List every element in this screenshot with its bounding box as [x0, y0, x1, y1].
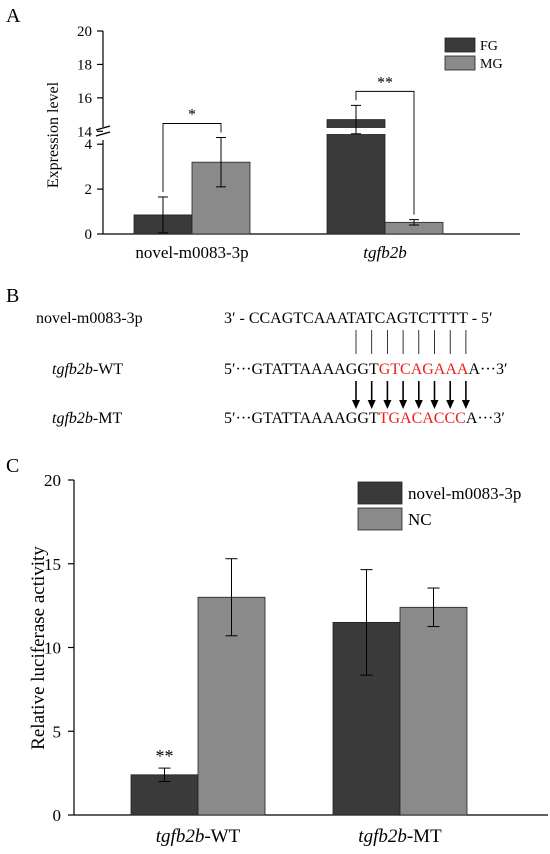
panel-b-pairing-lines — [355, 330, 467, 354]
panel-b-row-label-mt: tgfb2b-MT — [52, 410, 122, 427]
panel-b-wt-seq-prefix: 5′···GTATTAAAAGGT — [224, 361, 379, 378]
panel-c-significance-label: ** — [156, 746, 174, 766]
panel-b-wt-label-rest: -WT — [93, 361, 123, 378]
panel-a-y-tick-label: 20 — [77, 24, 92, 40]
panel-a-significance-label: * — [188, 106, 196, 123]
panel-c-y-axis-label: Relative luciferase activity — [28, 546, 49, 750]
panel-b-sequence-alignment: novel-m0083-3p 3′ - CCAGTCAAATATCAGTCTTT… — [36, 310, 508, 427]
panel-a-x-tick-label: novel-m0083-3p — [135, 243, 248, 262]
panel-a-significance-label: ** — [377, 74, 393, 91]
panel-b-mt-seq-prefix: 5′···GTATTAAAAGGT — [224, 410, 379, 427]
panel-a-legend-label: MG — [480, 57, 503, 72]
panel-a-significance-bracket — [162, 123, 222, 192]
panel-a-axis-break-mark — [95, 131, 111, 137]
panel-b-mutation-arrows — [352, 381, 470, 409]
panel-b-wt-seed-site: GTCAGAAA — [379, 361, 469, 378]
panel-b-mutation-arrow-head — [446, 400, 455, 409]
panel-c-y-tick-label: 20 — [44, 471, 61, 490]
panel-a-significance-bracket — [355, 90, 415, 215]
panel-a-y-tick-label: 16 — [77, 91, 93, 107]
panel-c-x-tick-label: tgfb2b-WT — [156, 826, 241, 847]
panel-b-mirna-sequence: 3′ - CCAGTCAAATATCAGTCTTTT - 5′ — [224, 310, 493, 327]
panel-a-y-tick-label: 2 — [85, 182, 93, 198]
panel-a-legend-label: FG — [480, 39, 498, 54]
panel-a-legend-swatch — [444, 37, 476, 53]
panel-c-y-tick-label: 5 — [53, 722, 62, 741]
panel-b-row-label-mirna: novel-m0083-3p — [36, 310, 143, 327]
panel-b-mt-label-rest: -MT — [93, 410, 123, 427]
panel-a-axis-break-mark — [95, 125, 111, 131]
panel-b-mutation-arrow-head — [383, 400, 392, 409]
panel-a-x-tick-label: tgfb2b — [363, 243, 406, 262]
panel-c-y-tick-label: 10 — [44, 639, 61, 658]
panel-b-mt-mutant-site: TGACACCC — [379, 410, 466, 427]
panel-c-chart: Relative luciferase activity 0 5 10 15 20 ** t… — [28, 471, 548, 847]
panel-c-letter: C — [6, 455, 19, 477]
panel-a-bar — [326, 119, 386, 235]
panel-a-y-tick-label: 18 — [77, 57, 92, 73]
panel-a-y-tick-label: 0 — [85, 227, 93, 243]
panel-c-y-tick-label: 15 — [44, 555, 61, 574]
panel-b-mt-seq-suffix: A···3′ — [466, 410, 505, 427]
panel-c-legend-label: novel-m0083-3p — [408, 484, 521, 503]
panel-b-mutation-arrow-head — [414, 400, 423, 409]
panel-b-mutation-arrow-head — [352, 400, 360, 409]
panel-b-mutation-arrow-head — [399, 400, 408, 409]
panel-c-legend-swatch — [357, 507, 403, 531]
panel-b-letter: B — [6, 285, 19, 307]
panel-c-y-tick-label: 0 — [53, 806, 62, 825]
panel-a-y-tick-label: 4 — [85, 137, 93, 153]
panel-c-bar — [399, 606, 468, 816]
panel-a-legend-swatch — [444, 55, 476, 71]
panel-b-mutation-arrow-head — [430, 400, 439, 409]
panel-c-legend-label: NC — [408, 510, 432, 529]
panel-b-wt-label-italic: tgfb2b — [52, 361, 93, 378]
panel-b-row-label-wt: tgfb2b-WT — [52, 361, 123, 378]
panel-b-mt-sequence: 5′···GTATTAAAAGGTTGACACCCA···3′ — [224, 410, 505, 427]
panel-b-mutation-arrow-head — [367, 400, 376, 409]
panel-a-y-axis-label: Expression level — [45, 81, 62, 188]
panel-a-y-tick-label: 14 — [77, 124, 93, 140]
panel-a-chart: Expression level 02414161820***novel-m00… — [45, 24, 520, 262]
panel-c-legend-swatch — [357, 481, 403, 505]
panel-c-x-tick-label: tgfb2b-MT — [358, 826, 442, 847]
panel-b-mutation-arrow-head — [461, 400, 470, 409]
panel-a-letter: A — [6, 5, 21, 27]
panel-b-mt-label-italic: tgfb2b — [52, 410, 93, 427]
panel-b-wt-seq-suffix: A···3′ — [468, 361, 507, 378]
panel-b-wt-sequence: 5′···GTATTAAAAGGTGTCAGAAAA···3′ — [224, 361, 508, 378]
